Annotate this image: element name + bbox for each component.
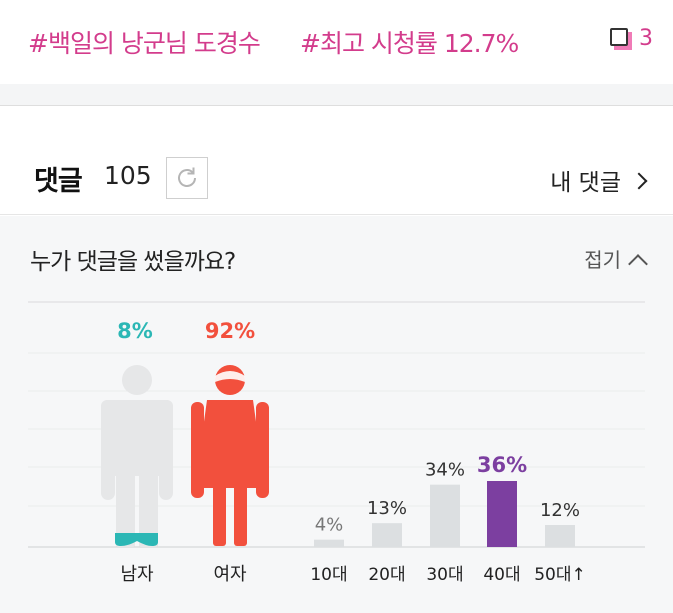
age-category-label: 20대: [368, 565, 405, 585]
chevron-right-icon: [630, 172, 648, 190]
my-comments-link[interactable]: 내 댓글: [550, 163, 648, 197]
age-category-label: 10대: [310, 565, 347, 585]
comments-title: 댓글: [34, 166, 83, 197]
male-figure-body: [101, 400, 173, 476]
age-category-label: 50대↑: [534, 565, 586, 585]
my-comments-label: 내 댓글: [550, 170, 621, 196]
age-bar: [487, 481, 517, 547]
stats-title: 누가 댓글을 썼을까요?: [30, 249, 236, 275]
female-figure-dress: [195, 400, 265, 488]
comment-count-button[interactable]: 3: [610, 26, 653, 51]
age-bar: [372, 523, 402, 547]
age-value-label: 13%: [367, 498, 407, 519]
female-figure-arm-left: [191, 402, 204, 498]
age-value-label: 36%: [477, 453, 527, 477]
female-category-label: 여자: [213, 564, 247, 585]
male-figure-head: [122, 365, 152, 395]
demographics-chart: 8% 92% 남자 여자 4% 10대 13% 20대 34% 30대 36% 40대 12% 5…: [28, 301, 645, 585]
female-figure-hair-band: [215, 371, 245, 382]
male-percent-label: 8%: [117, 319, 153, 343]
age-chart: 4% 10대 13% 20대 34% 30대 36% 40대 12% 50대↑: [310, 453, 585, 585]
age-bar: [314, 539, 344, 547]
age-value-label: 34%: [425, 460, 465, 481]
female-figure-leg-right: [234, 484, 247, 546]
female-figure: [191, 365, 269, 546]
comment-count: 3: [639, 26, 653, 51]
fold-label: 접기: [584, 248, 621, 272]
age-bar: [430, 484, 460, 547]
comments-header: 댓글 105 내 댓글: [0, 107, 673, 215]
refresh-button[interactable]: [166, 157, 208, 199]
male-figure-leg-right: [139, 471, 158, 547]
comment-stats-panel: 누가 댓글을 썼을까요? 접기: [0, 216, 673, 613]
male-figure-arm-left: [101, 400, 115, 500]
male-figure-fill-teal: [115, 533, 158, 546]
age-bar: [545, 525, 575, 547]
age-value-label: 4%: [315, 515, 344, 536]
female-figure-arm-right: [256, 402, 269, 498]
male-figure-leg-left: [116, 471, 135, 547]
fold-button[interactable]: 접기: [584, 244, 648, 274]
gender-chart: 8% 92% 남자 여자: [101, 319, 269, 585]
refresh-icon: [178, 167, 196, 187]
female-figure-leg-left: [213, 484, 226, 546]
age-value-label: 12%: [540, 500, 580, 521]
male-category-label: 남자: [120, 564, 154, 585]
male-figure-arm-right: [159, 400, 173, 500]
female-percent-label: 92%: [205, 319, 255, 343]
hashtag-link[interactable]: #백일의 낭군님 도경수: [28, 29, 261, 58]
section-divider: [0, 84, 673, 106]
hashtag-bar: #백일의 낭군님 도경수 #최고 시청률 12.7% 3: [0, 0, 673, 84]
comments-total: 105: [104, 161, 152, 190]
age-category-label: 30대: [426, 565, 463, 585]
male-figure: [101, 365, 173, 547]
hashtag-link[interactable]: #최고 시청률 12.7%: [300, 29, 519, 58]
chat-bubble-icon: [610, 28, 632, 50]
age-category-label: 40대: [483, 565, 520, 585]
